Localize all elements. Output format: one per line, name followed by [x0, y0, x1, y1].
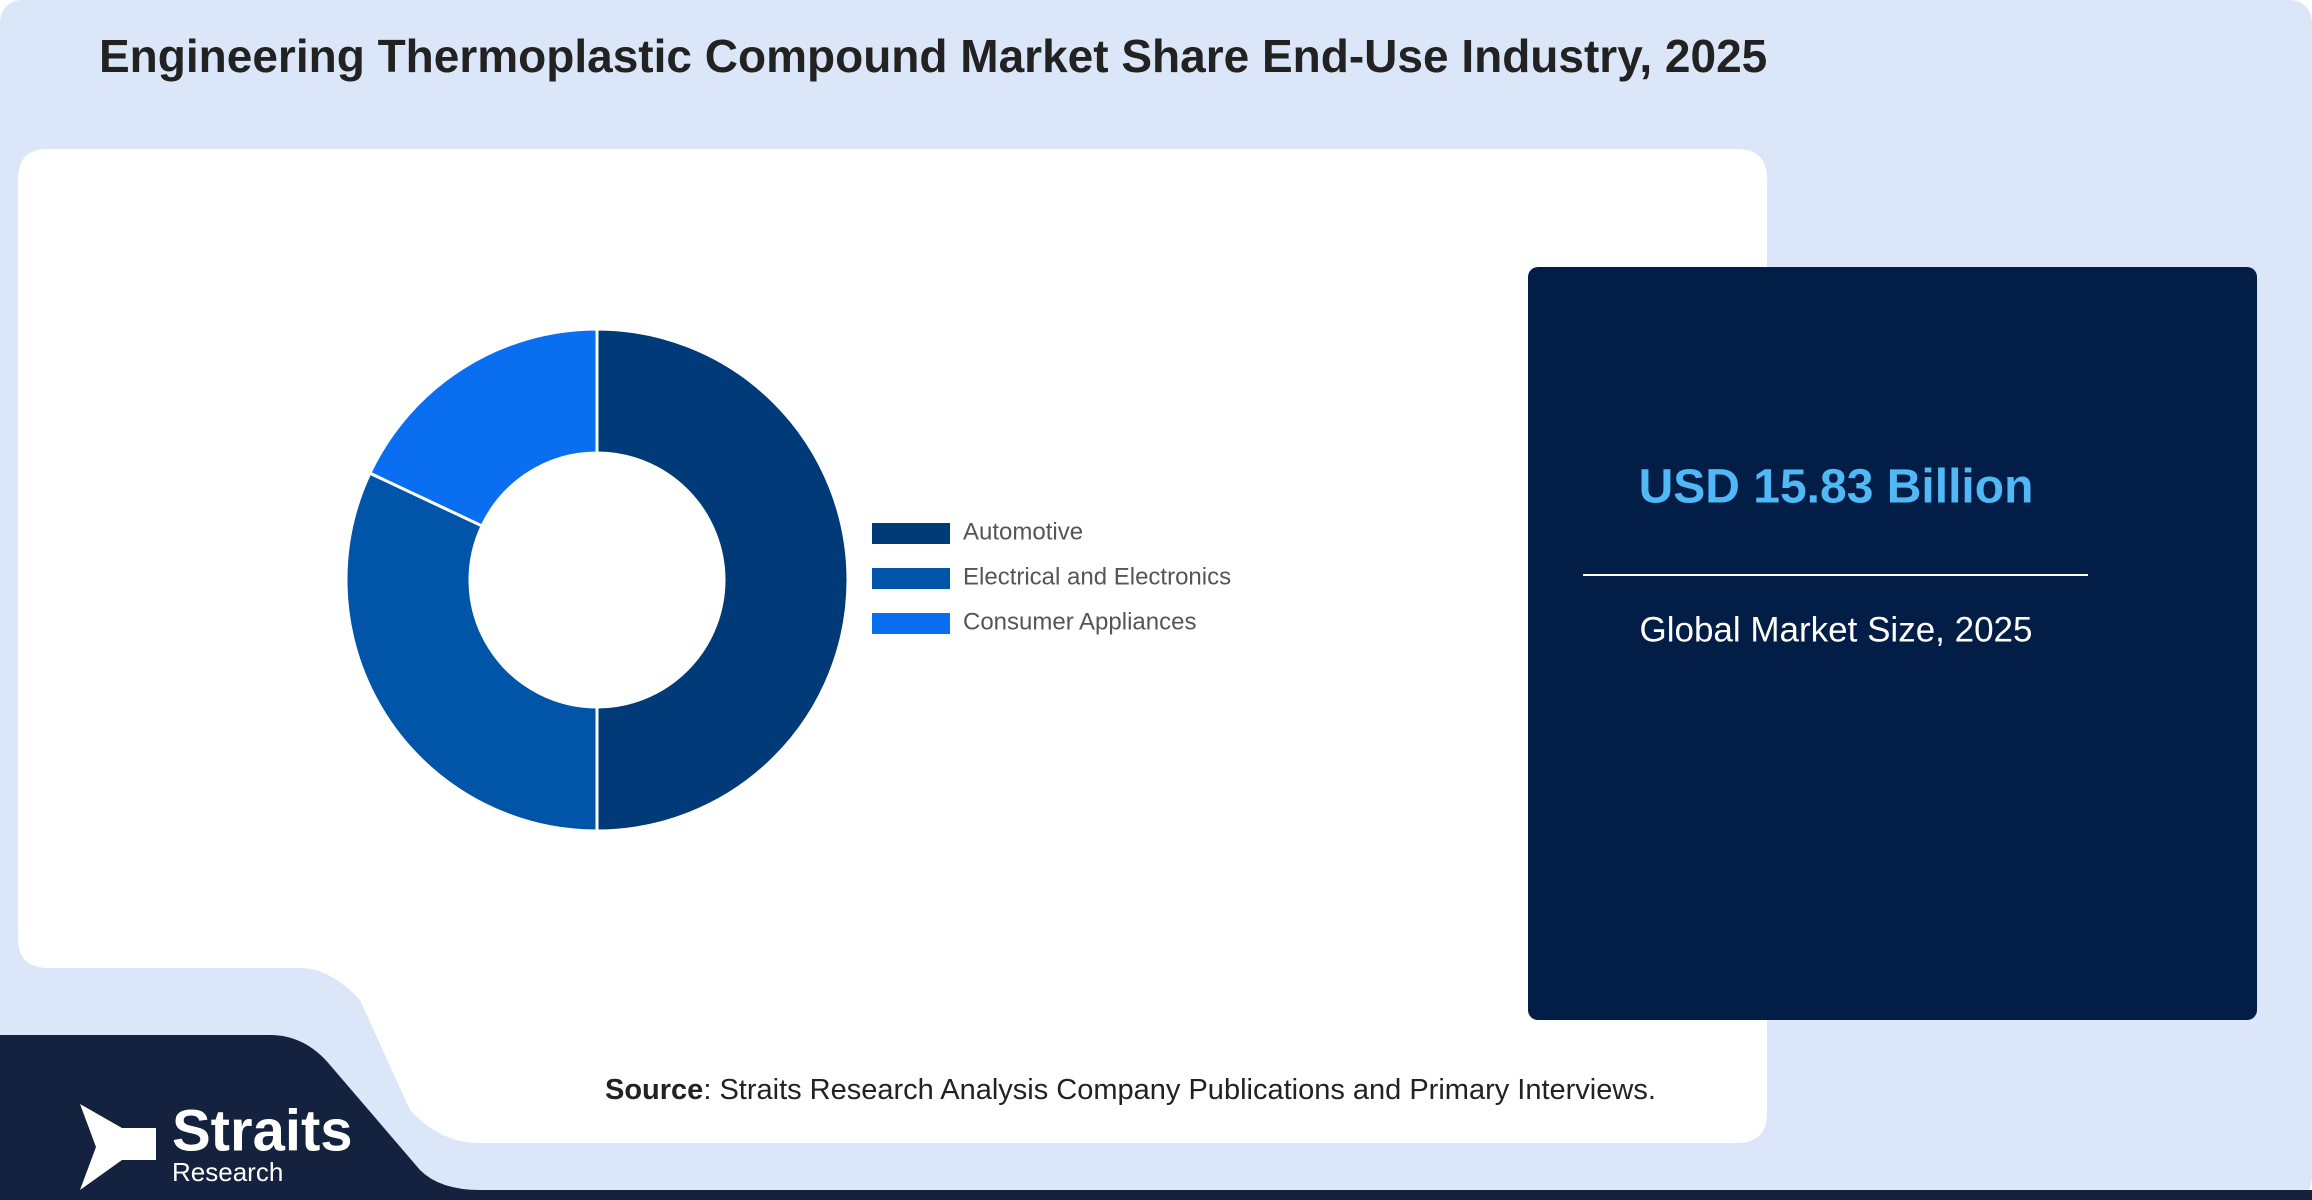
- legend-label: Electrical and Electronics: [963, 563, 1231, 590]
- legend-swatch: [872, 613, 950, 634]
- market-size-caption: Global Market Size, 2025: [1640, 610, 2033, 649]
- source-label: Source: [605, 1074, 703, 1106]
- footer-band: [0, 1035, 2312, 1200]
- source-note: Source: Straits Research Analysis Compan…: [605, 1074, 1656, 1106]
- source-text: : Straits Research Analysis Company Publ…: [703, 1074, 1656, 1106]
- legend-label: Consumer Appliances: [963, 608, 1196, 635]
- market-size: USD 15.83 Billion: [1639, 461, 2034, 514]
- chart-title: Engineering Thermoplastic Compound Marke…: [99, 30, 1767, 82]
- logo-sub: Research: [172, 1157, 283, 1187]
- donut-slice: [595, 327, 850, 833]
- legend-swatch: [872, 568, 950, 589]
- legend-swatch: [872, 523, 950, 544]
- donut-slice: [344, 471, 599, 833]
- logo-mark: [80, 1104, 156, 1190]
- legend-label: Automotive: [963, 518, 1083, 545]
- donut-slice: [367, 327, 599, 528]
- summary-card: [1528, 267, 2257, 1020]
- logo-name: Straits: [172, 1098, 353, 1163]
